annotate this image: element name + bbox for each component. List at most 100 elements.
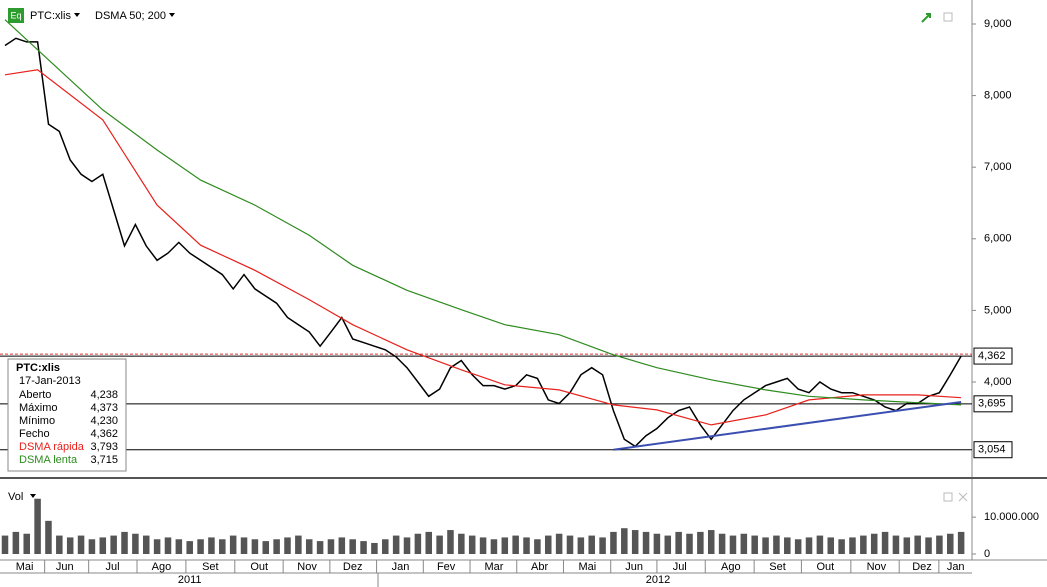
- volume-bar: [447, 530, 454, 554]
- volume-bar: [697, 531, 704, 554]
- volume-bar: [436, 535, 443, 554]
- volume-bar: [664, 535, 672, 554]
- y-tick-label: 9,000: [984, 18, 1012, 30]
- ma-line: [4, 19, 962, 406]
- volume-bar: [773, 535, 780, 554]
- indicator[interactable]: DSMA 50; 200: [95, 10, 166, 22]
- volume-bar: [881, 531, 889, 554]
- volume-bar: [88, 539, 96, 554]
- y-tick-label: 8,000: [984, 89, 1012, 101]
- volume-bar: [110, 535, 117, 554]
- close-icon[interactable]: [958, 492, 968, 502]
- volume-bar: [707, 530, 715, 554]
- volume-bar: [468, 535, 476, 554]
- volume-bar: [784, 537, 791, 554]
- volume-bar: [838, 539, 845, 554]
- volume-bar: [273, 539, 280, 554]
- window-icon[interactable]: [943, 492, 953, 502]
- level-label-box: [973, 395, 1013, 413]
- y-tick-label: 6,000: [984, 233, 1012, 245]
- volume-bar: [610, 531, 617, 554]
- level-label: 4,362: [978, 350, 1006, 362]
- info-label: Máximo: [19, 402, 58, 414]
- trend-icon[interactable]: [921, 13, 931, 23]
- volume-bar: [936, 535, 943, 554]
- volume-bar: [925, 537, 932, 554]
- volume-bar: [99, 537, 107, 554]
- info-box-bg: [7, 358, 127, 472]
- x-tick-label: Jul: [673, 561, 687, 573]
- volume-bar: [425, 531, 433, 554]
- info-label: DSMA rápida: [19, 441, 85, 453]
- info-value: 3,715: [90, 454, 118, 466]
- volume-bar: [534, 539, 541, 554]
- volume-bar: [295, 535, 302, 554]
- x-tick-label: Abr: [531, 561, 548, 573]
- y-tick-label: 5,000: [984, 304, 1012, 316]
- volume-bar: [132, 533, 139, 554]
- dropdown-icon[interactable]: [74, 13, 80, 17]
- volume-bar: [251, 539, 259, 554]
- volume-bar: [186, 541, 193, 554]
- window-icon[interactable]: [943, 12, 953, 22]
- ma-line: [4, 69, 962, 426]
- level-label-box: [973, 347, 1013, 365]
- volume-bar: [414, 533, 422, 554]
- volume-bar: [229, 535, 237, 554]
- volume-bar: [175, 539, 183, 554]
- volume-bar: [23, 533, 30, 554]
- info-value: 4,373: [90, 402, 118, 414]
- volume-bar: [870, 533, 878, 554]
- x-tick-label: Out: [250, 561, 268, 573]
- volume-bar: [816, 535, 824, 554]
- x-tick-label: Jan: [947, 561, 965, 573]
- info-label: Mínimo: [19, 415, 55, 427]
- badge-text: Eq: [10, 10, 21, 20]
- info-value: 3,793: [90, 441, 118, 453]
- volume-bar: [892, 535, 900, 554]
- trendline: [613, 401, 962, 451]
- year-label: 2011: [178, 574, 202, 586]
- volume-bar: [588, 535, 595, 554]
- info-value: 4,238: [90, 389, 118, 401]
- info-label: Fecho: [19, 428, 50, 440]
- volume-bar: [621, 528, 628, 554]
- volume-bar: [903, 537, 911, 554]
- volume-bar: [631, 530, 639, 554]
- dropdown-icon[interactable]: [169, 13, 175, 17]
- x-tick-label: Nov: [867, 561, 887, 573]
- volume-bar: [34, 498, 41, 554]
- volume-bar: [349, 539, 356, 554]
- volume-bar: [360, 541, 367, 554]
- x-tick-label: Jun: [625, 561, 643, 573]
- x-tick-label: Mar: [484, 561, 503, 573]
- volume-bar: [849, 537, 856, 554]
- volume-bar: [490, 539, 498, 554]
- volume-bar: [653, 533, 661, 554]
- price-line: [4, 37, 962, 448]
- y-tick-label: 4,000: [984, 376, 1012, 388]
- volume-bar: [794, 539, 802, 554]
- x-tick-label: Ago: [721, 561, 741, 573]
- badge[interactable]: [8, 8, 24, 23]
- info-label: Aberto: [19, 389, 51, 401]
- volume-bar: [262, 541, 270, 554]
- volume-bar: [686, 533, 693, 554]
- x-tick-label: Jul: [106, 561, 120, 573]
- volume-bar: [77, 535, 85, 554]
- volume-bar: [957, 531, 965, 554]
- level-label-box: [973, 441, 1013, 459]
- dropdown-icon[interactable]: [30, 494, 36, 498]
- x-tick-label: Fev: [437, 561, 456, 573]
- info-title: PTC:xlis: [16, 362, 60, 374]
- volume-bar: [382, 539, 389, 554]
- volume-bar: [729, 535, 737, 554]
- volume-bar: [305, 539, 313, 554]
- volume-bar: [45, 520, 52, 554]
- x-tick-label: Mai: [579, 561, 597, 573]
- volume-bar: [718, 533, 726, 554]
- symbol[interactable]: PTC:xlis: [30, 10, 71, 22]
- volume-bar: [827, 537, 835, 554]
